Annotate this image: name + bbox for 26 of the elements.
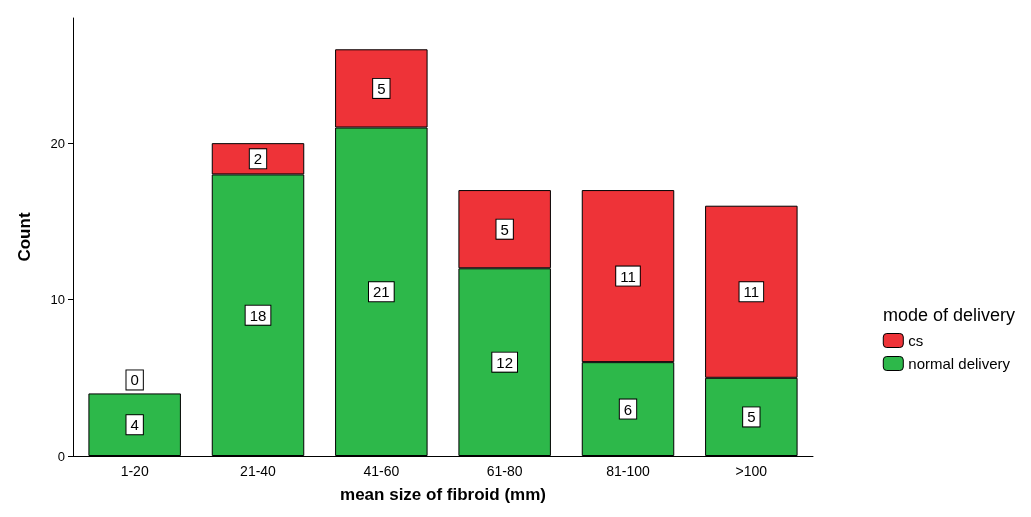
data-label: 2 — [253, 150, 263, 168]
data-label: 21 — [372, 283, 390, 301]
y-tick-label: 0 — [57, 448, 65, 464]
x-tick-label: >100 — [735, 463, 768, 479]
data-label: 18 — [249, 306, 267, 324]
legend-label: cs — [908, 332, 924, 349]
x-tick-label: 41-60 — [363, 463, 400, 479]
data-label: 12 — [496, 353, 514, 371]
data-label: 4 — [130, 416, 139, 434]
data-label: 0 — [130, 371, 139, 389]
x-axis-title: mean size of fibroid (mm) — [340, 485, 546, 504]
x-tick-label: 81-100 — [606, 463, 651, 479]
y-tick-label: 20 — [50, 135, 65, 151]
data-label: 5 — [377, 79, 386, 97]
legend-title: mode of delivery — [882, 305, 1016, 325]
x-tick-label: 21-40 — [240, 463, 277, 479]
y-tick-label: 10 — [50, 292, 65, 308]
y-axis-title: Count — [15, 212, 34, 262]
data-label: 5 — [747, 408, 756, 426]
data-label: 11 — [620, 267, 636, 285]
x-tick-label: 61-80 — [486, 463, 523, 479]
data-label: 6 — [623, 400, 633, 418]
legend-label: normal delivery — [908, 355, 1011, 372]
data-label: 5 — [500, 220, 509, 238]
data-label: 11 — [743, 283, 760, 301]
x-tick-label: 1-20 — [120, 463, 149, 479]
